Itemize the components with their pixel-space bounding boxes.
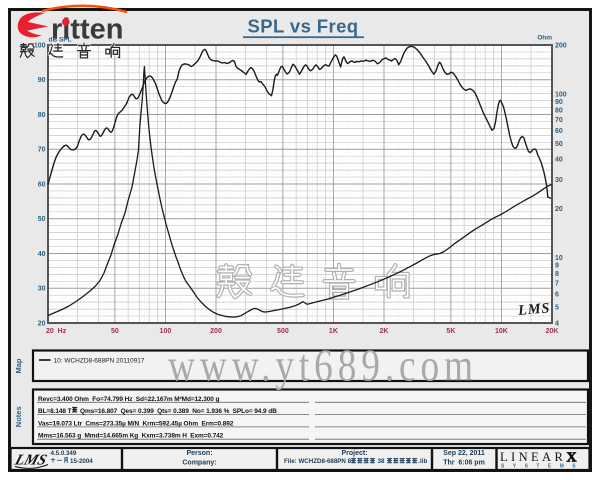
svg-text:Sep 22, 2011: Sep 22, 2011 — [443, 450, 485, 457]
svg-text:30: 30 — [555, 177, 563, 184]
svg-text:30: 30 — [38, 286, 46, 293]
svg-text:dB SPL: dB SPL — [49, 37, 72, 44]
svg-text:20: 20 — [555, 206, 563, 213]
svg-text:4: 4 — [555, 320, 559, 327]
svg-text:38: 38 — [378, 458, 385, 465]
svg-text:5: 5 — [555, 304, 559, 311]
svg-text:2K: 2K — [380, 328, 389, 335]
svg-text:500: 500 — [277, 328, 289, 335]
svg-text:7: 7 — [555, 281, 559, 288]
svg-text:9: 9 — [555, 263, 559, 270]
svg-text:Company:: Company: — [182, 460, 216, 467]
svg-text:1K: 1K — [329, 328, 338, 335]
svg-text:90: 90 — [38, 77, 46, 84]
svg-text:15-2004: 15-2004 — [70, 458, 93, 465]
svg-text:Person:: Person: — [186, 450, 212, 457]
svg-text:ritten: ritten — [51, 14, 124, 46]
svg-text:10K: 10K — [495, 328, 508, 335]
svg-text:40: 40 — [38, 251, 46, 258]
svg-text:File: WCHZD8-688PN 8: File: WCHZD8-688PN 8 — [284, 458, 352, 465]
svg-text:100: 100 — [160, 328, 172, 335]
svg-text:Notes: Notes — [14, 406, 23, 427]
svg-text:Vas=19.073 Ltr Cms=273.35µ M/: Vas=19.073 Ltr Cms=273.35µ M/N Krm=592.4… — [38, 420, 234, 427]
svg-text:80: 80 — [38, 112, 46, 119]
svg-text:Ohm: Ohm — [537, 35, 552, 42]
svg-text:Map: Map — [14, 358, 23, 373]
svg-text:Project:: Project: — [341, 450, 367, 457]
svg-text:20 Hz: 20 Hz — [46, 328, 67, 335]
svg-text:20: 20 — [38, 320, 46, 327]
svg-text:200: 200 — [555, 42, 567, 49]
svg-text:60: 60 — [38, 181, 46, 188]
svg-text:100: 100 — [34, 42, 46, 49]
svg-text:Revc=3.400 Ohm Fo=74.799 Hz: Revc=3.400 Ohm Fo=74.799 Hz Sd=22.167m M… — [38, 396, 220, 403]
svg-text:50: 50 — [38, 216, 46, 223]
svg-text:90: 90 — [555, 99, 563, 106]
svg-text:SPL vs Freq: SPL vs Freq — [248, 16, 359, 37]
svg-text:LMS: LMS — [516, 300, 550, 319]
svg-text:60: 60 — [555, 128, 563, 135]
svg-text:5K: 5K — [446, 328, 455, 335]
svg-text:70: 70 — [38, 147, 46, 154]
svg-text:200: 200 — [210, 328, 222, 335]
svg-text:X: X — [567, 451, 577, 466]
svg-text:80: 80 — [555, 107, 563, 114]
svg-text:BL=8.148 T Qms=16.807 Qes: BL=8.148 T Qms=16.807 Qes= 0.399 Qts= 0.… — [38, 408, 277, 415]
svg-text:LMS: LMS — [12, 452, 49, 469]
svg-text:Mms=16.563 g Mmd=14.665m Kg: Mms=16.563 g Mmd=14.665m Kg Kxm=3.738m H… — [38, 433, 224, 440]
svg-text:100: 100 — [555, 92, 567, 99]
svg-text:10: 10 — [555, 255, 563, 262]
svg-text:40: 40 — [555, 157, 563, 164]
svg-text:8: 8 — [555, 271, 559, 278]
svg-text:70: 70 — [555, 117, 563, 124]
svg-text:50: 50 — [555, 141, 563, 148]
svg-text:20K: 20K — [546, 328, 559, 335]
svg-text:Thr 6:06 pm: Thr 6:06 pm — [443, 460, 485, 467]
svg-text:4.5.0.349: 4.5.0.349 — [51, 450, 77, 457]
svg-text:50: 50 — [111, 328, 119, 335]
svg-text:www.yt689.com: www.yt689.com — [168, 340, 478, 391]
svg-text:6: 6 — [555, 292, 559, 299]
svg-text:SYSTEMS: SYSTEMS — [501, 464, 584, 470]
svg-text:LINEAR: LINEAR — [500, 450, 566, 464]
svg-text:10: WCHZD8-688PN 20110917: 10: WCHZD8-688PN 20110917 — [54, 358, 145, 365]
svg-text:.lib: .lib — [418, 458, 427, 465]
